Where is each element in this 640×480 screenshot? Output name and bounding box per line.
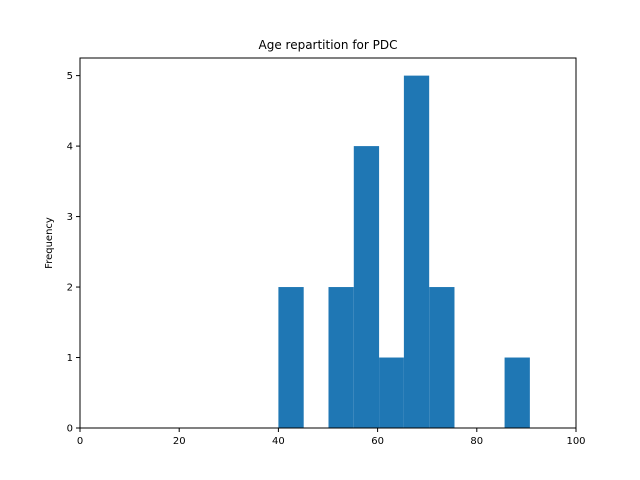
x-tick-label: 0 <box>77 436 83 447</box>
x-tick-label: 80 <box>470 436 483 447</box>
x-axis-ticks: 0 20 40 60 80 100 <box>77 428 586 447</box>
histogram-bar-6 <box>429 287 455 428</box>
y-tick-label: 5 <box>67 71 73 82</box>
y-tick-label: 0 <box>67 424 73 435</box>
histogram-bar-2 <box>328 287 354 428</box>
y-axis-ticks: 0 1 2 3 4 5 <box>67 71 80 435</box>
y-axis-label: Frequency <box>44 217 55 269</box>
y-tick-label: 1 <box>67 353 73 364</box>
x-tick-label: 40 <box>272 436 285 447</box>
x-tick-label: 100 <box>566 436 585 447</box>
histogram-bar-5 <box>403 75 430 428</box>
y-tick-label: 2 <box>67 283 73 294</box>
histogram-bar-4 <box>379 357 404 428</box>
chart-title: Age repartition for PDC <box>259 38 398 52</box>
histogram-bar-0 <box>278 287 304 428</box>
bars-group <box>278 75 530 428</box>
x-tick-label: 20 <box>173 436 186 447</box>
y-tick-label: 3 <box>67 212 73 223</box>
histogram-bar-3 <box>353 146 380 428</box>
y-tick-label: 4 <box>67 142 73 153</box>
plot-frame <box>79 57 577 429</box>
x-tick-label: 60 <box>371 436 384 447</box>
histogram-bar-9 <box>504 357 530 428</box>
